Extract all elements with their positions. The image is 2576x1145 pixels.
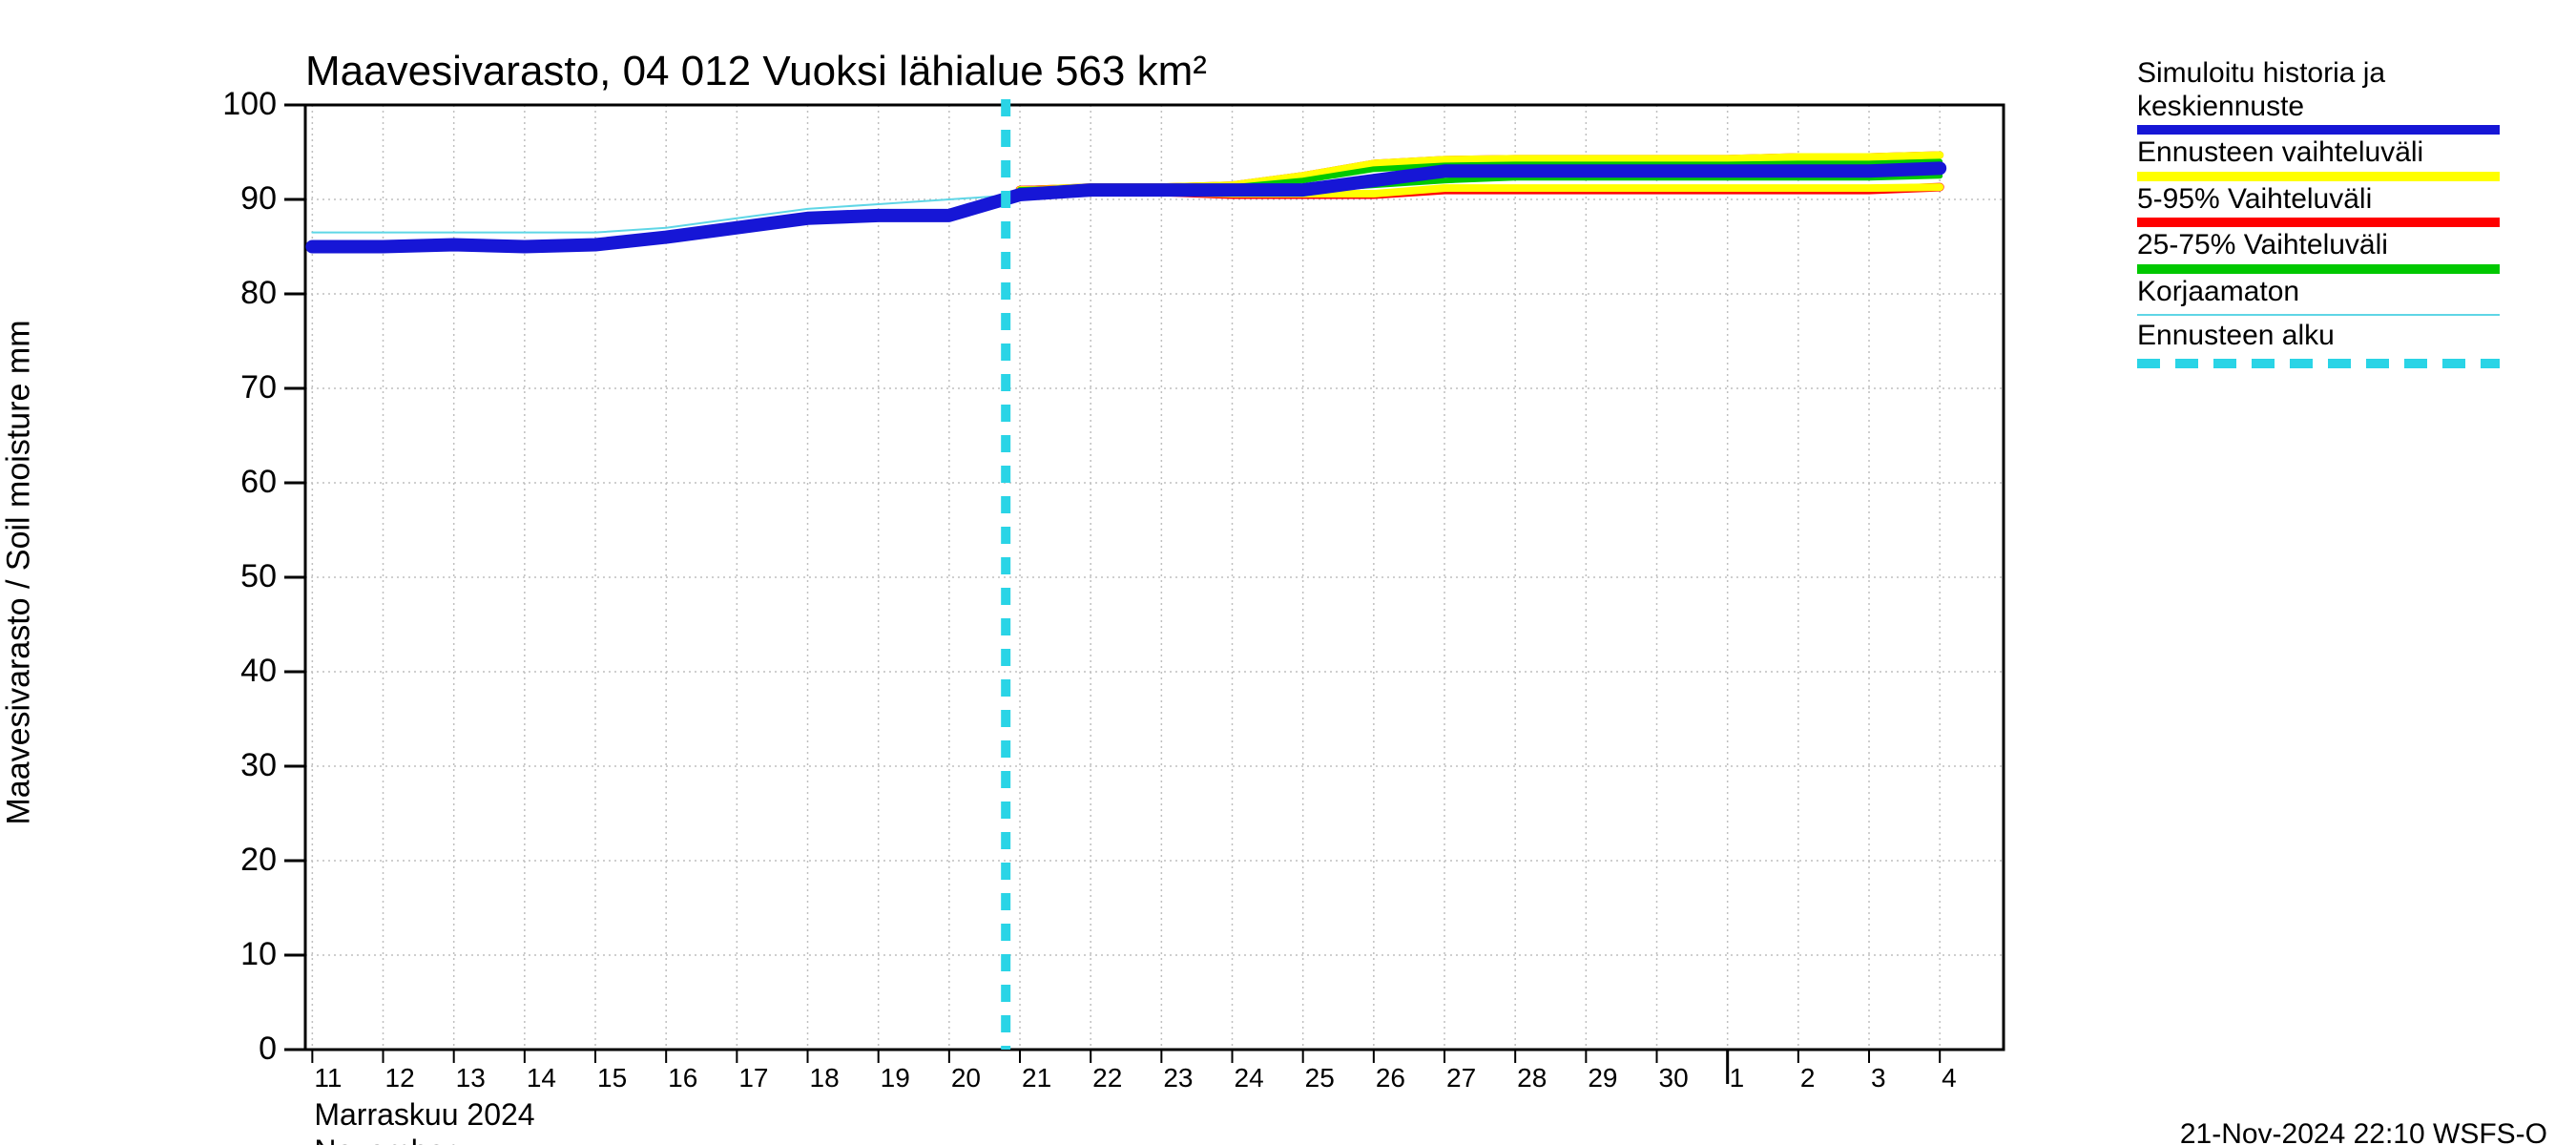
legend-swatch bbox=[2137, 314, 2500, 316]
y-tick-label: 90 bbox=[240, 180, 277, 218]
legend-entry: Korjaamaton bbox=[2137, 276, 2547, 317]
x-tick-label: 16 bbox=[668, 1063, 697, 1093]
x-tick-label: 23 bbox=[1163, 1063, 1193, 1093]
x-tick-label: 28 bbox=[1517, 1063, 1547, 1093]
x-tick-label: 3 bbox=[1871, 1063, 1886, 1093]
x-tick-label: 20 bbox=[951, 1063, 981, 1093]
x-tick-label: 24 bbox=[1235, 1063, 1264, 1093]
y-tick-label: 70 bbox=[240, 369, 277, 406]
legend-swatch bbox=[2137, 218, 2500, 227]
x-tick-label: 30 bbox=[1659, 1063, 1689, 1093]
legend-swatch bbox=[2137, 359, 2500, 368]
x-tick-label: 27 bbox=[1446, 1063, 1476, 1093]
x-tick-label: 22 bbox=[1092, 1063, 1122, 1093]
legend-entry: Ennusteen vaihteluväli bbox=[2137, 136, 2547, 181]
legend-label: 5-95% Vaihteluväli bbox=[2137, 183, 2547, 217]
y-tick-label: 80 bbox=[240, 275, 277, 312]
x-tick-label: 25 bbox=[1305, 1063, 1335, 1093]
x-axis-month-fi: Marraskuu 2024 bbox=[314, 1097, 534, 1133]
x-tick-label: 15 bbox=[597, 1063, 627, 1093]
y-tick-label: 40 bbox=[240, 653, 277, 690]
legend-label: Simuloitu historia ja keskiennuste bbox=[2137, 57, 2547, 123]
y-tick-label: 50 bbox=[240, 558, 277, 595]
x-tick-label: 14 bbox=[527, 1063, 556, 1093]
legend-swatch bbox=[2137, 264, 2500, 274]
legend-label: 25-75% Vaihteluväli bbox=[2137, 229, 2547, 262]
x-tick-label: 2 bbox=[1800, 1063, 1816, 1093]
x-tick-label: 13 bbox=[456, 1063, 486, 1093]
y-tick-label: 10 bbox=[240, 936, 277, 973]
legend-label: Korjaamaton bbox=[2137, 276, 2547, 309]
x-tick-label: 1 bbox=[1730, 1063, 1745, 1093]
chart-legend: Simuloitu historia ja keskiennuste Ennust… bbox=[2137, 57, 2547, 370]
x-tick-label: 18 bbox=[810, 1063, 840, 1093]
legend-entry: 25-75% Vaihteluväli bbox=[2137, 229, 2547, 274]
x-tick-label: 12 bbox=[385, 1063, 415, 1093]
legend-swatch bbox=[2137, 172, 2500, 181]
x-tick-label: 21 bbox=[1022, 1063, 1051, 1093]
x-tick-label: 4 bbox=[1942, 1063, 1957, 1093]
legend-label: Ennusteen alku bbox=[2137, 320, 2547, 353]
y-tick-label: 0 bbox=[259, 1030, 277, 1068]
legend-swatch bbox=[2137, 125, 2500, 135]
x-tick-label: 17 bbox=[738, 1063, 768, 1093]
legend-label: Ennusteen vaihteluväli bbox=[2137, 136, 2547, 170]
y-tick-label: 60 bbox=[240, 464, 277, 501]
legend-entry: Ennusteen alku bbox=[2137, 320, 2547, 368]
x-axis-month-en: November bbox=[314, 1134, 455, 1145]
y-tick-label: 20 bbox=[240, 842, 277, 879]
y-tick-label: 30 bbox=[240, 747, 277, 784]
x-tick-label: 11 bbox=[314, 1063, 342, 1093]
x-tick-label: 26 bbox=[1376, 1063, 1405, 1093]
chart-footer-timestamp: 21-Nov-2024 22:10 WSFS-O bbox=[2180, 1118, 2547, 1145]
y-tick-label: 100 bbox=[222, 86, 277, 123]
legend-entry: 5-95% Vaihteluväli bbox=[2137, 183, 2547, 228]
x-tick-label: 19 bbox=[881, 1063, 910, 1093]
x-tick-label: 29 bbox=[1588, 1063, 1617, 1093]
legend-entry: Simuloitu historia ja keskiennuste bbox=[2137, 57, 2547, 135]
